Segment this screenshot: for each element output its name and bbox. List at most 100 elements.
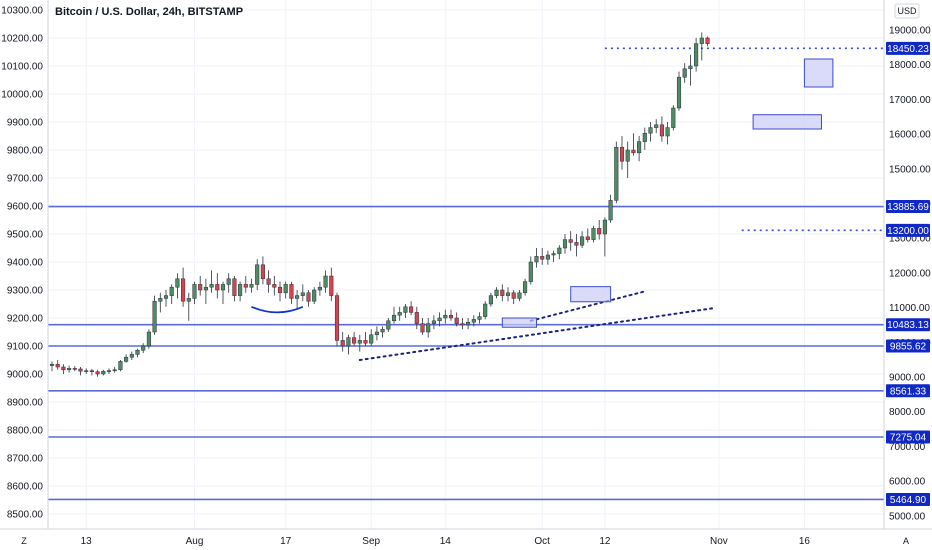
candle-body [72,368,77,370]
timezone-button[interactable]: Z [21,536,27,546]
candle-body [391,314,397,322]
right-tick-label: 9000.00 [889,373,926,384]
currency-button[interactable]: USD [894,3,920,19]
candle-body [106,370,112,372]
horizontal-levels[interactable] [48,47,884,501]
candle-body [249,284,254,288]
candle [494,287,499,299]
candle [89,368,94,376]
candle-body [580,236,585,246]
candle [55,360,60,370]
candle-body [129,354,134,358]
candle [146,329,151,349]
candle [312,287,317,304]
right-price-axis[interactable]: 19000.00 18000.00 17000.00 16000.00 15000.00… [889,26,931,523]
drawings[interactable] [251,58,834,361]
candle [654,119,659,134]
candle-body [523,281,528,294]
candle [129,351,134,360]
candle [186,292,191,321]
candle-body [283,284,288,294]
candle-body [329,275,334,296]
candle [67,365,72,373]
level-badge [886,318,930,332]
candle [135,348,140,358]
candle-body [232,278,237,296]
candle-body [551,253,556,256]
candle-body [163,295,169,299]
left-tick-label: 10300.00 [1,6,43,17]
candle [391,306,397,324]
level-badge [886,492,930,506]
candle-body [186,298,191,302]
candle [112,367,117,373]
level-badge-label: 18450.23 [887,44,929,55]
candle-body [420,323,425,333]
candle [374,326,379,341]
candle [84,368,89,374]
candle [386,318,391,332]
candle-body [534,256,539,263]
candle [534,248,539,268]
candle [106,368,112,374]
candle [272,276,277,296]
candle-body [61,366,66,371]
candle-body [346,337,351,347]
right-tick-label: 11000.00 [889,303,930,314]
candle [699,32,704,61]
right-tick-label: 5000.00 [889,511,926,522]
candle-body [631,149,636,154]
candle [580,231,585,248]
time-axis[interactable]: 13 Aug 17 Sep 14 Oct 12 Nov 16 [81,536,811,547]
candle [625,141,630,178]
candle [238,281,243,302]
left-tick-label: 10200.00 [1,34,43,45]
candle-body [386,320,391,330]
candle [300,284,305,302]
candle [591,225,596,243]
candle [158,292,163,313]
level-badge-label: 5464.90 [890,495,927,506]
candle-body [414,312,419,324]
candle-body [369,334,374,344]
candle-body [135,349,140,355]
chart-title: Bitcoin / U.S. Dollar, 24h, BITSTAMP [55,6,243,18]
candle [306,290,311,307]
right-tick-label: 17000.00 [889,95,931,106]
candle-body [209,284,214,288]
left-price-axis[interactable]: 10300.00 10200.00 10100.00 10000.00 9900.00 9… [1,6,43,521]
candle-body [699,37,704,44]
candle [346,334,351,355]
candle [226,273,231,293]
candle [431,315,436,330]
candle-body [443,314,448,319]
candle [283,281,288,299]
candle [551,250,556,262]
candle-body [659,124,664,137]
candle-body [169,286,174,296]
candle-body [380,328,385,333]
candle-body [545,254,550,260]
candle-body [471,319,476,323]
left-tick-label: 9300.00 [7,286,44,297]
candle-body [488,295,493,305]
time-tick-label: 12 [599,536,611,547]
time-tick-label: 14 [440,536,452,547]
candle [448,309,454,321]
dotted-trendline [529,290,646,322]
right-tick-label: 6000.00 [889,477,926,488]
grid [48,0,884,529]
candle-body [352,337,357,344]
candle [232,276,237,302]
candle-body [192,284,197,299]
candle [705,36,710,47]
right-tick-label: 7000.00 [889,442,926,453]
auto-scale-button[interactable]: A [903,536,909,546]
right-tick-label: 8000.00 [889,407,926,418]
left-tick-label: 10100.00 [1,62,43,73]
candle-body [448,314,454,319]
candle [397,306,402,321]
candle-body [295,295,300,299]
candle [243,276,248,293]
